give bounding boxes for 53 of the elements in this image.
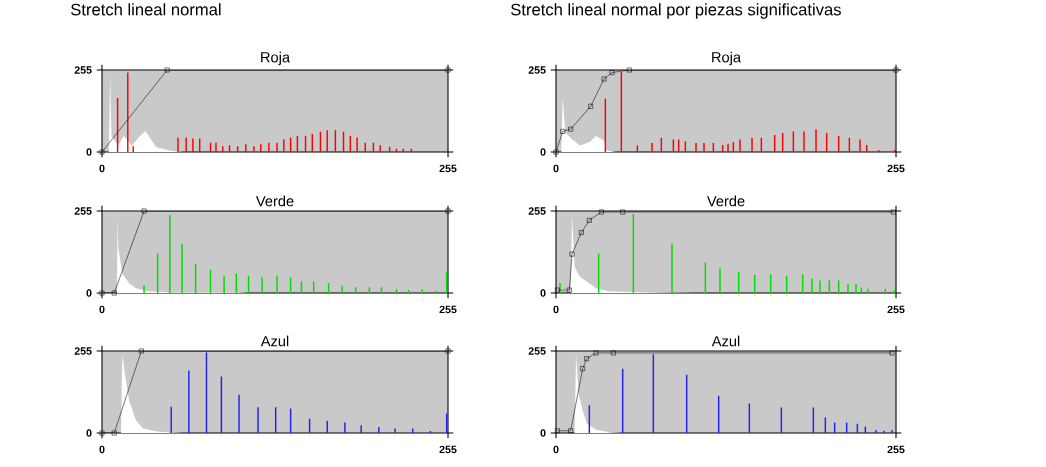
y-tick-label: 255: [74, 207, 92, 215]
y-tick-label: 255: [528, 207, 546, 215]
chart-title: Verde: [255, 195, 294, 207]
x-tick-label: 255: [439, 445, 457, 454]
point: [890, 209, 896, 215]
x-tick-label: 0: [553, 445, 559, 454]
point: [598, 209, 604, 215]
y-tick-label: 255: [74, 66, 92, 74]
x-tick-label: 0: [553, 305, 559, 314]
x-tick-label: 255: [887, 164, 905, 173]
y-tick-label: 0: [86, 289, 92, 297]
chart-title: Azul: [260, 335, 289, 347]
chart-title: Azul: [711, 335, 740, 347]
y-tick-label: 0: [86, 148, 92, 156]
chart-subtitle: Stretch lineal normal por piezas significativas: [511, 3, 841, 19]
point: [566, 287, 572, 293]
point: [586, 217, 592, 223]
point: [893, 67, 899, 73]
point: [553, 149, 559, 155]
chart-title: Roja: [712, 51, 742, 66]
chart-title: Roja: [261, 51, 291, 66]
x-tick-label: 0: [553, 164, 559, 173]
point: [626, 67, 632, 73]
x-tick-label: 0: [99, 164, 105, 173]
x-tick-label: 255: [887, 305, 905, 314]
point: [620, 209, 626, 215]
point: [609, 70, 615, 75]
y-tick-label: 0: [540, 289, 546, 297]
chart-subtitle: Stretch lineal normal: [71, 3, 221, 16]
point: [889, 350, 895, 356]
y-tick-label: 0: [86, 429, 92, 437]
x-tick-label: 0: [99, 445, 105, 454]
point: [593, 350, 599, 356]
point: [560, 129, 566, 134]
x-tick-label: 255: [439, 305, 457, 314]
point: [568, 428, 574, 434]
y-tick-label: 0: [540, 148, 546, 156]
y-tick-label: 255: [74, 347, 92, 355]
chart-title: Verde: [706, 195, 745, 207]
y-tick-label: 0: [540, 429, 546, 437]
point: [584, 356, 590, 362]
y-tick-label: 255: [528, 66, 546, 74]
point: [588, 103, 594, 109]
point: [601, 76, 607, 82]
point: [580, 366, 586, 372]
point: [568, 126, 574, 132]
y-tick-label: 255: [528, 347, 546, 355]
point: [569, 251, 575, 257]
x-tick-label: 0: [99, 305, 105, 314]
x-tick-label: 255: [887, 445, 905, 454]
x-tick-label: 255: [439, 164, 457, 173]
point: [578, 230, 584, 235]
point: [610, 350, 616, 356]
